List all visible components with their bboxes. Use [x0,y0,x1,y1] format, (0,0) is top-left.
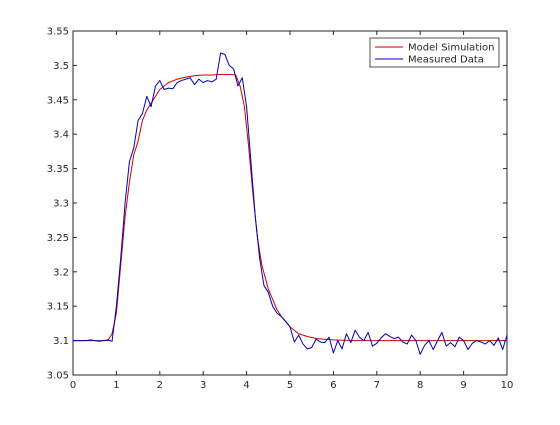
x-tick-label: 3 [200,380,206,391]
legend-label: Measured Data [408,55,484,66]
x-tick-label: 8 [417,380,423,391]
x-tick-label: 6 [330,380,336,391]
y-tick-label: 3.2 [53,267,69,278]
y-tick-label: 3.55 [47,27,69,38]
y-tick-label: 3.05 [47,371,69,382]
x-tick-label: 10 [501,380,514,391]
y-tick-label: 3.4 [53,130,69,141]
x-tick-label: 1 [113,380,119,391]
y-tick-label: 3.45 [47,95,69,106]
y-tick-label: 3.25 [47,233,69,244]
y-tick-label: 3.35 [47,164,69,175]
legend-label: Model Simulation [408,43,494,54]
x-tick-label: 7 [374,380,380,391]
series-line-measured-data [73,52,508,355]
series-line-model-simulation [73,73,507,342]
y-tick-label: 3.5 [53,61,69,72]
x-tick-label: 4 [243,380,249,391]
x-tick-label: 9 [460,380,466,391]
series-layer [73,52,508,355]
y-tick-label: 3.1 [53,336,69,347]
x-tick-label: 2 [157,380,163,391]
y-axis-ticks: 3.05 3.1 3.15 3.2 3.25 3.3 3.35 3.4 3.45 3.5 3.55 [47,27,507,382]
y-tick-label: 3.15 [47,302,69,313]
plot-area [72,30,508,376]
x-tick-label: 5 [287,380,293,391]
x-tick-label: 0 [70,380,76,391]
y-tick-label: 3.3 [53,199,69,210]
legend-box [369,37,500,68]
axes-box [72,30,508,376]
x-axis-ticks: 0 1 2 3 4 5 6 7 8 9 10 [70,31,514,391]
